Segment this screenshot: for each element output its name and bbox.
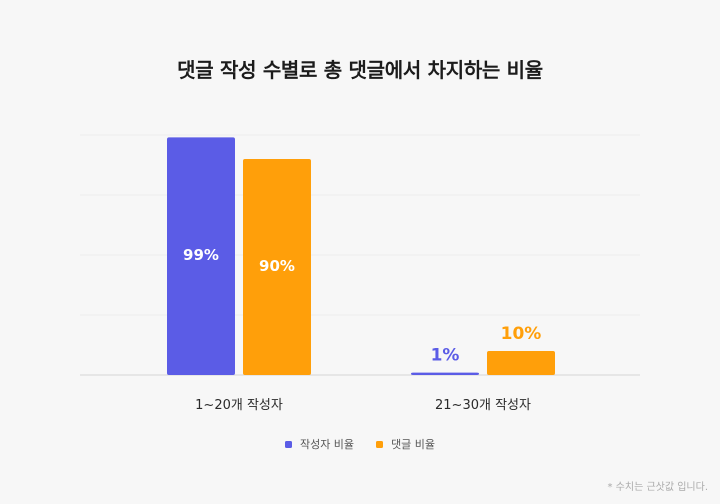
x-tick-labels: 1~20개 작성자 21~30개 작성자 (195, 398, 531, 413)
data-label-writers-1: 99% (183, 246, 219, 264)
legend-swatch-comments (376, 440, 384, 448)
data-label-comments-2: 10% (501, 324, 542, 344)
legend-label-writers: 작성자 비율 (299, 438, 355, 451)
data-labels: 99% 90% 1% 10% (183, 246, 541, 366)
footnote: * 수치는 근삿값 입니다. (607, 482, 708, 493)
bar-writers-1 (167, 137, 235, 375)
bars (167, 137, 555, 375)
bar-writers-2 (411, 372, 479, 375)
grid-lines (80, 134, 640, 376)
bar-comments-2 (487, 351, 555, 375)
bar-chart: 99% 90% 1% 10% 1~20개 작성자 21~30개 작성자 (80, 134, 640, 413)
legend: 작성자 비율 댓글 비율 (0, 436, 720, 452)
x-tick-label-2: 21~30개 작성자 (435, 398, 531, 413)
bar-comments-1 (243, 159, 311, 375)
legend-swatch-writers (284, 440, 292, 448)
chart-title: 댓글 작성 수별로 총 댓글에서 차지하는 비율 (177, 58, 543, 82)
data-label-writers-2: 1% (431, 346, 460, 366)
data-label-comments-1: 90% (259, 257, 295, 275)
legend-label-comments: 댓글 비율 (391, 438, 436, 451)
x-tick-label-1: 1~20개 작성자 (195, 398, 283, 413)
legend-item-writers: 작성자 비율 (284, 436, 355, 452)
legend-item-comments: 댓글 비율 (376, 436, 435, 452)
